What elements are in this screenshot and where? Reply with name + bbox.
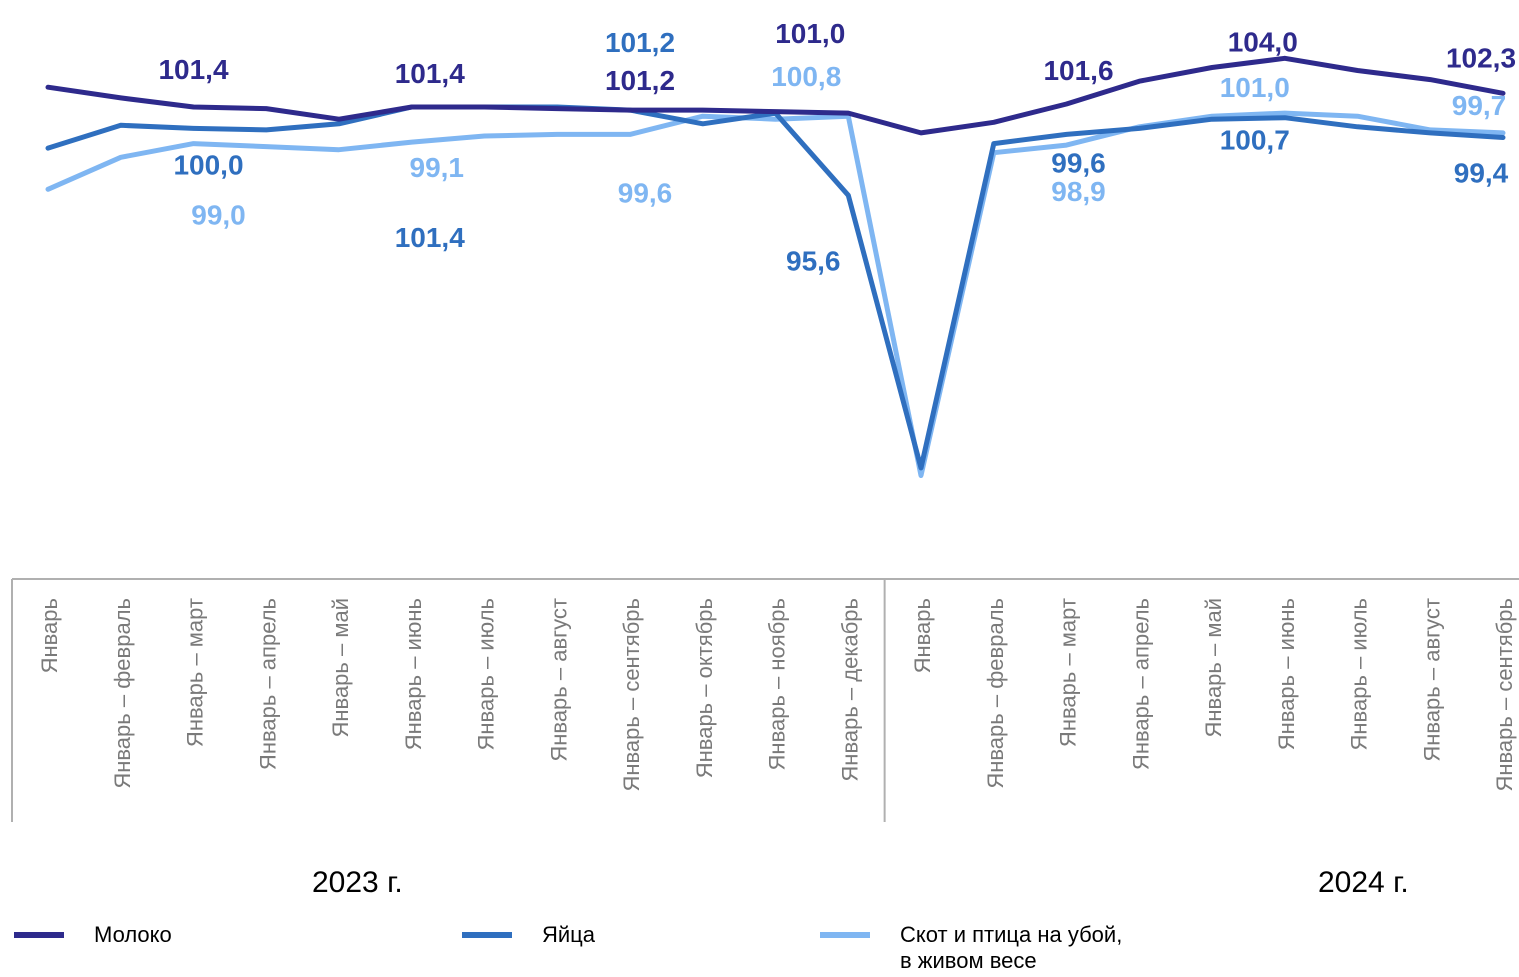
- x-tick-label: Январь – июнь: [1274, 598, 1299, 750]
- data-label: 99,0: [191, 200, 246, 231]
- series-lines: [45, 55, 1506, 478]
- data-label: 101,4: [395, 58, 465, 89]
- legend-label-milk: Молоко: [94, 922, 172, 947]
- data-label: 100,0: [173, 149, 243, 180]
- legend-swatch-milk: [14, 932, 64, 938]
- data-label: 98,9: [1051, 176, 1106, 207]
- data-label: 100,8: [771, 61, 841, 92]
- series-line-0: [45, 55, 1506, 136]
- year-label-2023: 2023 г.: [312, 866, 403, 899]
- x-tick-label: Январь – июль: [474, 598, 499, 750]
- legend-item-milk: Молоко: [14, 922, 172, 948]
- data-label: 101,2: [605, 65, 675, 96]
- data-label: 101,4: [395, 222, 465, 253]
- x-tick-label: Январь – май: [1201, 598, 1226, 738]
- x-tick-label: Январь – август: [546, 598, 571, 762]
- x-tick-label: Январь – июль: [1347, 598, 1372, 750]
- data-label: 99,7: [1452, 90, 1507, 121]
- x-tick-label: Январь – февраль: [110, 598, 135, 789]
- data-label: 99,6: [1051, 147, 1106, 178]
- data-label: 99,6: [618, 177, 673, 208]
- data-label: 101,0: [775, 18, 845, 49]
- legend-label-livestock: Скот и птица на убой, в живом весе: [900, 922, 1123, 973]
- legend-swatch-eggs: [462, 932, 512, 938]
- data-label: 101,6: [1043, 55, 1113, 86]
- x-tick-label: Январь: [37, 598, 62, 673]
- x-tick-label: Январь – сентябрь: [619, 598, 644, 792]
- x-tick-label: Январь – апрель: [1128, 598, 1153, 770]
- x-axis: [11, 578, 1519, 822]
- x-tick-label: Январь – апрель: [255, 598, 280, 770]
- data-label: 102,3: [1446, 42, 1516, 73]
- data-label: 101,2: [605, 27, 675, 58]
- legend-item-livestock: Скот и птица на убой, в живом весе: [820, 922, 1122, 974]
- legend-label-eggs: Яйца: [542, 922, 596, 947]
- x-tick-label: Январь – февраль: [983, 598, 1008, 789]
- x-tick-label: Январь – ноябрь: [765, 598, 790, 770]
- x-tick-label: Январь – март: [183, 598, 208, 747]
- data-labels: 101,4 101,4 101,2 101,0 101,6 104,0 102,3 100,0…: [158, 18, 1516, 276]
- data-label: 104,0: [1228, 26, 1298, 57]
- x-tick-label: Январь – май: [328, 598, 353, 738]
- x-tick-label: Январь – март: [1056, 598, 1081, 747]
- x-tick-label: Январь – декабрь: [837, 598, 862, 782]
- series-line-1: [45, 104, 1506, 471]
- x-tick-label: Январь – сентябрь: [1492, 598, 1517, 792]
- x-tick-label: Январь – июнь: [401, 598, 426, 750]
- x-tick-label: Январь: [910, 598, 935, 673]
- data-label: 99,4: [1454, 157, 1509, 188]
- x-tick-label: Январь – октябрь: [692, 598, 717, 778]
- legend-swatch-livestock: [820, 932, 870, 938]
- x-tick-label: Январь – август: [1419, 598, 1444, 762]
- year-label-2024: 2024 г.: [1318, 866, 1409, 899]
- data-label: 101,4: [158, 54, 228, 85]
- x-tick-labels: Январь Январь – февраль Январь – март Январ…: [37, 598, 1517, 792]
- series-line-2: [45, 110, 1506, 478]
- data-label: 101,0: [1220, 72, 1290, 103]
- legend-item-eggs: Яйца: [462, 922, 595, 948]
- data-label: 100,7: [1220, 125, 1290, 156]
- data-label: 99,1: [410, 152, 465, 183]
- data-label: 95,6: [786, 245, 841, 276]
